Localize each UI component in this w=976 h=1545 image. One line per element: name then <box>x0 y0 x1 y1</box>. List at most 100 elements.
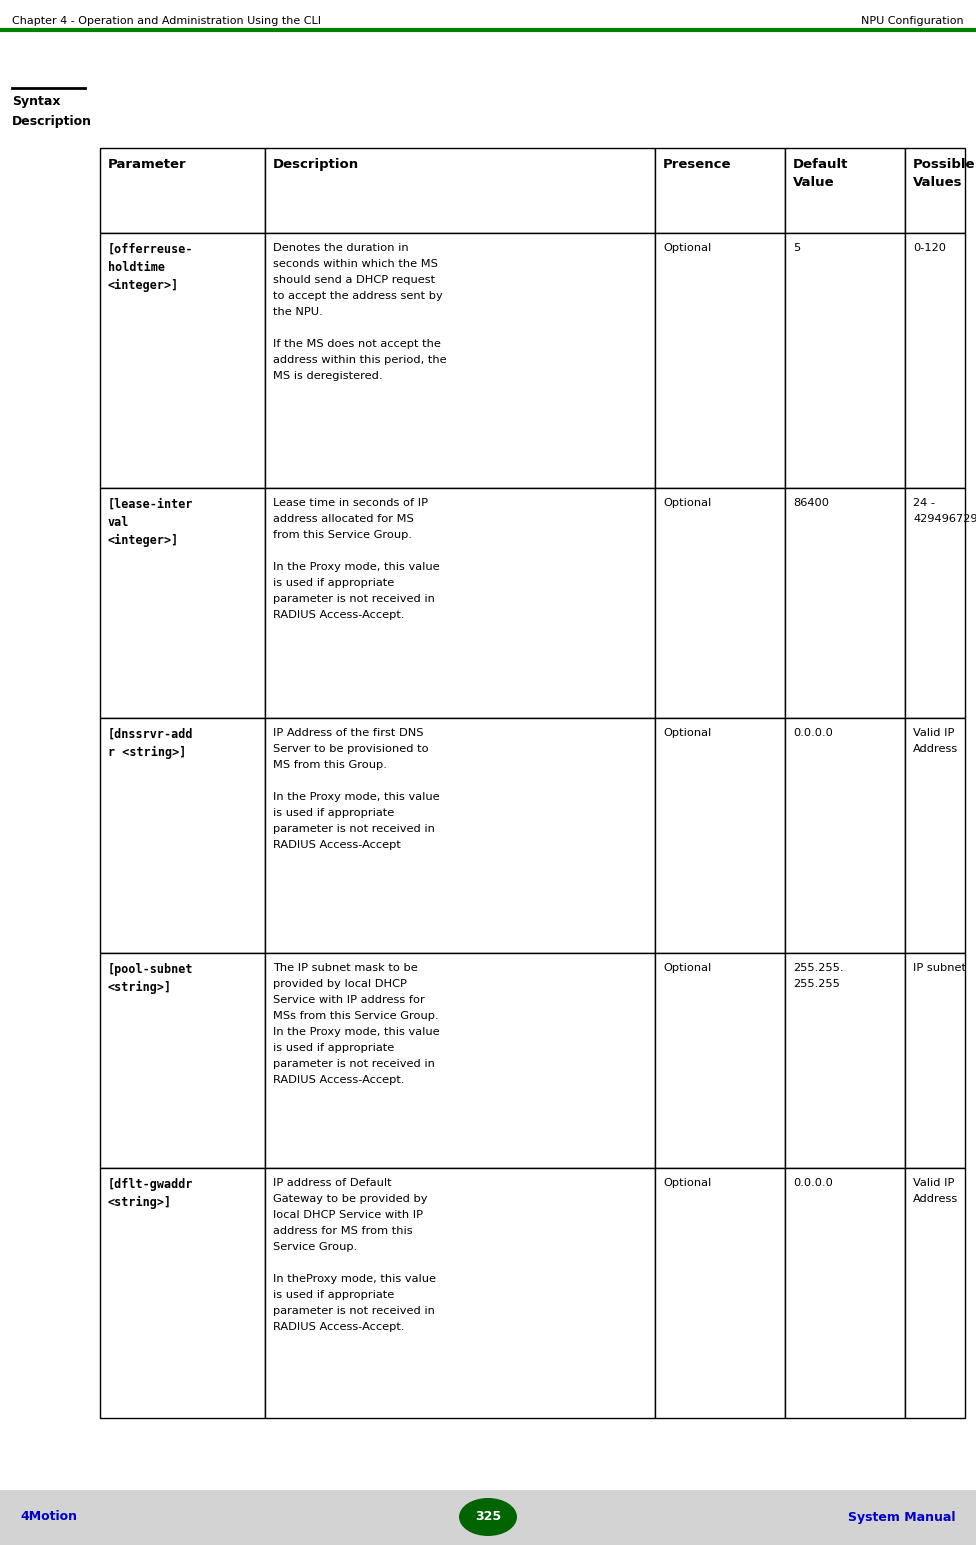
Bar <box>100 233 265 488</box>
Text: Valid IP: Valid IP <box>913 1177 955 1188</box>
Bar <box>100 148 265 233</box>
Text: Presence: Presence <box>663 158 731 171</box>
Text: address within this period, the: address within this period, the <box>273 355 447 365</box>
Bar <box>655 488 785 718</box>
Bar <box>655 953 785 1168</box>
Text: IP Address of the first DNS: IP Address of the first DNS <box>273 728 424 739</box>
Text: should send a DHCP request: should send a DHCP request <box>273 275 435 284</box>
Text: <string>]: <string>] <box>108 981 172 993</box>
Bar <box>905 233 965 488</box>
Bar <box>785 233 905 488</box>
Text: In theProxy mode, this value: In theProxy mode, this value <box>273 1275 436 1284</box>
Bar <box>265 488 655 718</box>
Text: [dflt-gwaddr: [dflt-gwaddr <box>108 1177 193 1191</box>
Text: 255.255.: 255.255. <box>793 963 843 973</box>
Text: Address: Address <box>913 745 958 754</box>
Text: [lease-inter: [lease-inter <box>108 497 193 511</box>
Text: val: val <box>108 516 130 528</box>
Text: 0-120: 0-120 <box>913 243 946 253</box>
Text: RADIUS Access-Accept.: RADIUS Access-Accept. <box>273 1323 404 1332</box>
Text: 5: 5 <box>793 243 800 253</box>
Text: In the Proxy mode, this value: In the Proxy mode, this value <box>273 1027 439 1037</box>
Text: is used if appropriate: is used if appropriate <box>273 1290 394 1299</box>
Text: In the Proxy mode, this value: In the Proxy mode, this value <box>273 562 439 572</box>
Text: is used if appropriate: is used if appropriate <box>273 578 394 589</box>
Text: [dnssrvr-add: [dnssrvr-add <box>108 728 193 742</box>
Text: r <string>]: r <string>] <box>108 746 186 759</box>
Text: address allocated for MS: address allocated for MS <box>273 514 414 524</box>
Text: 86400: 86400 <box>793 497 829 508</box>
Text: local DHCP Service with IP: local DHCP Service with IP <box>273 1210 423 1221</box>
Bar <box>905 148 965 233</box>
Text: 0.0.0.0: 0.0.0.0 <box>793 728 833 739</box>
Text: Description: Description <box>273 158 359 171</box>
Bar <box>655 148 785 233</box>
Text: Denotes the duration in: Denotes the duration in <box>273 243 409 253</box>
Text: Optional: Optional <box>663 497 712 508</box>
Text: 325: 325 <box>475 1511 501 1523</box>
Text: from this Service Group.: from this Service Group. <box>273 530 412 541</box>
Bar <box>785 953 905 1168</box>
Text: System Manual: System Manual <box>848 1511 956 1523</box>
Text: parameter is not received in: parameter is not received in <box>273 593 435 604</box>
Text: Description: Description <box>12 114 92 128</box>
Text: is used if appropriate: is used if appropriate <box>273 808 394 817</box>
Text: NPU Configuration: NPU Configuration <box>862 15 964 26</box>
Bar <box>0 1489 976 1545</box>
Bar <box>655 233 785 488</box>
Text: parameter is not received in: parameter is not received in <box>273 823 435 834</box>
Text: IP subnet: IP subnet <box>913 963 966 973</box>
Text: 4Motion: 4Motion <box>20 1511 77 1523</box>
Bar <box>100 718 265 953</box>
Text: [offerreuse-: [offerreuse- <box>108 243 193 256</box>
Text: Optional: Optional <box>663 728 712 739</box>
Text: to accept the address sent by: to accept the address sent by <box>273 290 443 301</box>
Text: MS from this Group.: MS from this Group. <box>273 760 386 769</box>
Text: address for MS from this: address for MS from this <box>273 1227 413 1236</box>
Text: RADIUS Access-Accept.: RADIUS Access-Accept. <box>273 610 404 620</box>
Text: 255.255: 255.255 <box>793 980 840 989</box>
Text: MSs from this Service Group.: MSs from this Service Group. <box>273 1010 438 1021</box>
Text: Valid IP: Valid IP <box>913 728 955 739</box>
Text: [pool-subnet: [pool-subnet <box>108 963 193 976</box>
Text: Parameter: Parameter <box>108 158 186 171</box>
Text: Service with IP address for: Service with IP address for <box>273 995 425 1004</box>
Text: parameter is not received in: parameter is not received in <box>273 1058 435 1069</box>
Text: MS is deregistered.: MS is deregistered. <box>273 371 383 382</box>
Text: holdtime: holdtime <box>108 261 165 273</box>
Bar <box>100 1168 265 1418</box>
Text: IP address of Default: IP address of Default <box>273 1177 391 1188</box>
Bar <box>265 233 655 488</box>
Bar <box>265 718 655 953</box>
Bar <box>100 953 265 1168</box>
Text: Default: Default <box>793 158 848 171</box>
Text: is used if appropriate: is used if appropriate <box>273 1043 394 1054</box>
Text: Optional: Optional <box>663 963 712 973</box>
Text: 4294967295: 4294967295 <box>913 514 976 524</box>
Bar <box>905 1168 965 1418</box>
Bar <box>785 718 905 953</box>
Bar <box>785 488 905 718</box>
Text: parameter is not received in: parameter is not received in <box>273 1306 435 1316</box>
Bar <box>785 1168 905 1418</box>
Bar <box>905 718 965 953</box>
Bar <box>905 488 965 718</box>
Text: Gateway to be provided by: Gateway to be provided by <box>273 1194 427 1204</box>
Text: Value: Value <box>793 176 834 188</box>
Text: Possible: Possible <box>913 158 975 171</box>
Bar <box>265 1168 655 1418</box>
Bar <box>100 488 265 718</box>
Text: <integer>]: <integer>] <box>108 280 180 292</box>
Bar <box>655 718 785 953</box>
Text: Server to be provisioned to: Server to be provisioned to <box>273 745 428 754</box>
Bar <box>785 148 905 233</box>
Text: Service Group.: Service Group. <box>273 1242 357 1251</box>
Text: <integer>]: <integer>] <box>108 535 180 547</box>
Text: the NPU.: the NPU. <box>273 307 323 317</box>
Text: Chapter 4 - Operation and Administration Using the CLI: Chapter 4 - Operation and Administration… <box>12 15 321 26</box>
Text: seconds within which the MS: seconds within which the MS <box>273 260 438 269</box>
Ellipse shape <box>459 1499 517 1536</box>
Bar <box>655 1168 785 1418</box>
Text: Syntax: Syntax <box>12 94 61 108</box>
Text: The IP subnet mask to be: The IP subnet mask to be <box>273 963 418 973</box>
